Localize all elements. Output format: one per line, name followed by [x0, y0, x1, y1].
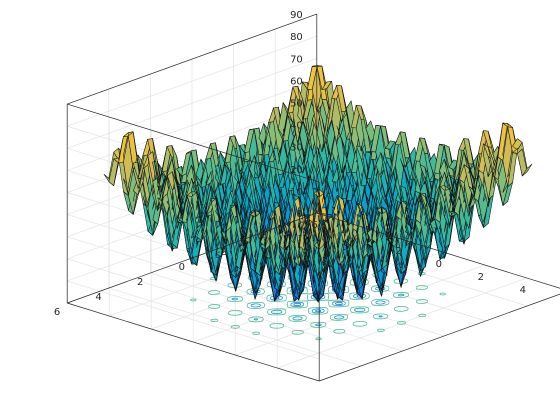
z-tick-label: 0 — [296, 209, 302, 220]
floor-grid-line — [150, 272, 403, 352]
axis-box-edge — [67, 13, 317, 105]
z-tick-label: 50 — [290, 99, 303, 110]
floor-grid-line — [108, 287, 361, 367]
z-tick-label: 40 — [290, 121, 303, 132]
axis-box-edge — [67, 212, 317, 304]
x-tick-label: -2 — [392, 246, 402, 257]
floor-grid-line — [319, 293, 560, 382]
contour-projection — [190, 253, 446, 341]
y-tick-label: -6 — [300, 217, 310, 228]
axes-frame — [66, 13, 560, 382]
y-tick-label: 4 — [95, 292, 101, 303]
x-tick-label: -6 — [308, 220, 318, 231]
axis-box-edge — [67, 302, 320, 382]
wall-grid-line — [67, 57, 317, 149]
axis-box-edge — [319, 293, 560, 382]
y-tick-label: 0 — [179, 262, 185, 273]
z-tick-label: 10 — [290, 187, 303, 198]
y-tick-label: -4 — [258, 232, 268, 243]
wall-grid-line — [67, 280, 320, 360]
y-tick-label: -2 — [217, 247, 227, 258]
x-tick-label: -4 — [350, 233, 360, 244]
z-tick-label: 60 — [290, 76, 303, 87]
wall-grid-line — [67, 236, 320, 316]
z-tick-label: 70 — [290, 54, 303, 65]
y-tick-label: 2 — [137, 277, 143, 288]
surface-mesh — [103, 65, 533, 303]
z-tick-label: 30 — [290, 143, 303, 154]
axis-box-edge — [67, 103, 320, 183]
x-tick-label: 4 — [520, 285, 526, 296]
x-tick-label: 2 — [478, 272, 484, 283]
y-tick-label: 6 — [54, 307, 60, 318]
surface-face — [522, 163, 533, 177]
wall-grid-line — [67, 35, 317, 127]
z-tick-label: 80 — [290, 32, 303, 43]
axis-box-edge — [316, 212, 560, 289]
z-tick-label: 20 — [290, 165, 303, 176]
x-tick-label: 0 — [436, 259, 442, 270]
z-tick-label: 90 — [290, 10, 303, 21]
wall-grid-line — [67, 80, 317, 171]
